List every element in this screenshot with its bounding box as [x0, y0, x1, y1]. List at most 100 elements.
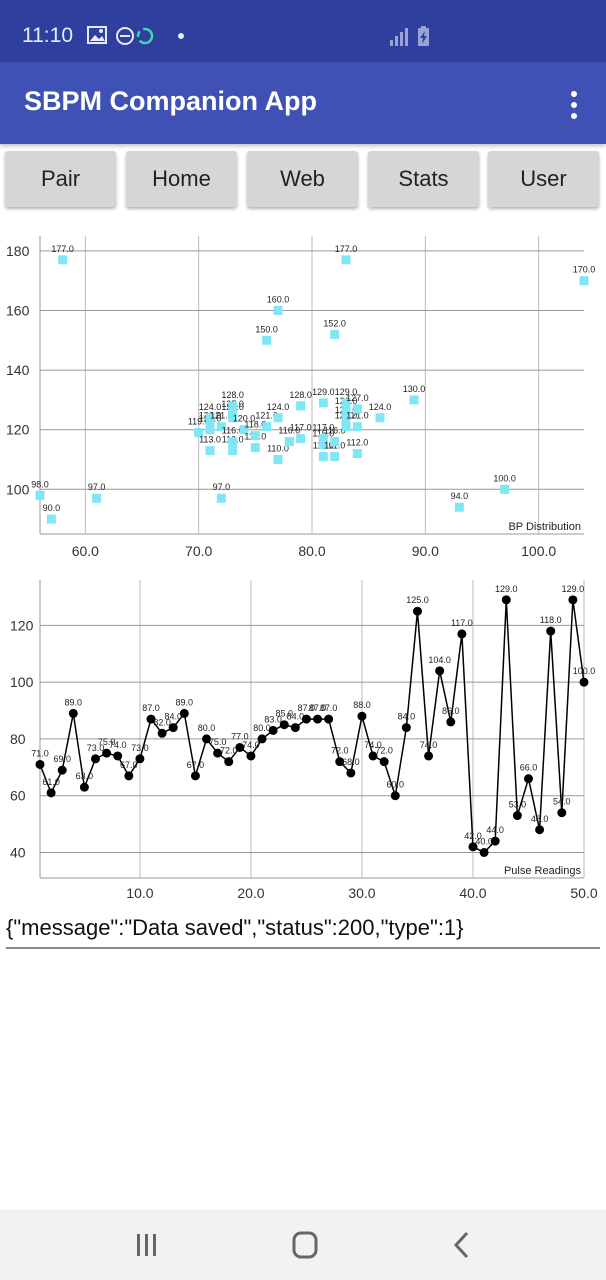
pulse-point — [91, 754, 101, 764]
bp-point-label: 121.0 — [346, 411, 369, 421]
pulse-point-label: 80.0 — [253, 723, 271, 733]
bp-point — [46, 514, 56, 524]
user-button[interactable]: User — [488, 151, 599, 207]
navigation-bar — [0, 1210, 606, 1280]
bp-point-label: 100.0 — [493, 473, 516, 483]
pulse-point — [424, 751, 434, 761]
home-icon[interactable] — [285, 1228, 325, 1262]
app-bar: SBPM Companion App — [0, 62, 606, 144]
pulse-point — [135, 754, 145, 764]
web-button[interactable]: Web — [247, 151, 358, 207]
signal-icon — [390, 28, 408, 46]
pulse-point-label: 117.0 — [451, 618, 473, 628]
bp-point-label: 117.0 — [290, 423, 312, 433]
pulse-point — [446, 717, 456, 727]
pulse-chart-title: Pulse Readings — [504, 865, 582, 877]
pulse-point-label: 83.0 — [264, 714, 282, 724]
bp-point — [296, 401, 306, 411]
pulse-chart-svg: 10.0 20.0 30.0 40.0 50.0 40 60 80 100 120 71.0 61.0… — [10, 580, 598, 901]
pulse-point — [579, 677, 589, 687]
pulse-point-label: 118.0 — [540, 615, 562, 625]
bp-point-label: 177.0 — [335, 244, 358, 254]
bp-point — [205, 422, 215, 432]
pulse-point-label: 86.0 — [442, 706, 460, 716]
stats-button[interactable]: Stats — [368, 151, 479, 207]
pulse-point-label: 77.0 — [231, 731, 249, 741]
bp-point — [228, 437, 238, 447]
back-icon[interactable] — [443, 1228, 483, 1262]
bp-point-label: 97.0 — [88, 482, 106, 492]
bp-point — [375, 413, 385, 423]
recent-apps-icon[interactable] — [127, 1228, 167, 1262]
pulse-point — [490, 836, 500, 846]
pulse-point-label: 40.0 — [475, 836, 493, 846]
pulse-point-label: 74.0 — [420, 740, 438, 750]
bp-x-tick-label: 60.0 — [72, 543, 99, 559]
pulse-point — [246, 751, 256, 761]
bp-point-label: 128.0 — [221, 390, 244, 400]
pulse-point — [35, 759, 45, 769]
pulse-point-label: 44.0 — [486, 825, 504, 835]
bp-point — [228, 401, 238, 411]
pulse-point — [313, 714, 323, 724]
pulse-point — [68, 708, 78, 718]
pulse-point-label: 104.0 — [428, 655, 451, 665]
bp-point-label: 94.0 — [451, 491, 469, 501]
pulse-point — [202, 734, 212, 744]
home-button[interactable]: Home — [126, 151, 237, 207]
bp-point — [92, 493, 102, 503]
pulse-point — [124, 771, 134, 781]
pulse-point — [224, 757, 234, 767]
bp-x-tick-label: 90.0 — [412, 543, 439, 559]
pulse-point-label: 82.0 — [153, 717, 171, 727]
pulse-point — [568, 595, 578, 605]
more-vert-icon[interactable] — [564, 88, 584, 122]
bp-point — [579, 276, 589, 286]
pulse-point — [523, 774, 533, 784]
bp-point-label: 118.0 — [244, 420, 266, 430]
pulse-point-label: 89.0 — [176, 697, 194, 707]
pulse-point-label: 48.0 — [531, 814, 549, 824]
pair-button[interactable]: Pair — [5, 151, 116, 207]
pulse-point-label: 60.0 — [386, 780, 404, 790]
bp-point — [341, 398, 351, 408]
pulse-y-tick-label: 80 — [10, 731, 26, 747]
bp-point-label: 121.0 — [255, 411, 278, 421]
bp-point — [454, 502, 464, 512]
bp-point — [273, 306, 283, 315]
bp-point-label: 116.0 — [222, 426, 244, 436]
bp-x-tick-label: 80.0 — [298, 543, 325, 559]
pulse-point — [57, 765, 67, 775]
pulse-readings-chart[interactable]: 10.0 20.0 30.0 40.0 50.0 40 60 80 100 120 71.0 61.0… — [0, 572, 606, 908]
pulse-point — [412, 606, 422, 616]
bp-point-label: 130.0 — [403, 384, 426, 394]
pulse-point — [479, 847, 489, 857]
pulse-point — [190, 771, 200, 781]
pulse-point-label: 74.0 — [364, 740, 382, 750]
bp-point — [194, 428, 204, 438]
bp-point — [35, 490, 45, 500]
bp-point-label: 128.0 — [289, 390, 312, 400]
bp-y-tick-label: 140 — [6, 362, 30, 378]
pulse-point — [535, 825, 545, 835]
response-text: {"message":"Data saved","status":200,"ty… — [6, 915, 600, 949]
bp-chart-svg: 60.0 70.0 80.0 90.0 100.0 100 120 140 160 180 98.0… — [6, 236, 595, 559]
bp-point — [352, 422, 362, 432]
pulse-x-tick-label: 30.0 — [348, 885, 375, 901]
pulse-point — [301, 714, 311, 724]
pulse-point — [168, 723, 178, 733]
bp-point-label: 124.0 — [199, 402, 222, 412]
pulse-point-label: 84.0 — [164, 712, 182, 722]
bp-distribution-chart[interactable]: 60.0 70.0 80.0 90.0 100.0 100 120 140 160 180 98.0… — [0, 222, 606, 562]
bp-point — [205, 413, 215, 423]
pulse-point — [435, 666, 445, 676]
bp-point — [341, 416, 351, 426]
bp-point — [262, 335, 272, 345]
app-title: SBPM Companion App — [24, 86, 317, 116]
pulse-point-label: 74.0 — [109, 740, 127, 750]
bp-point — [273, 455, 283, 464]
pulse-point-label: 87.0 — [142, 703, 160, 713]
bp-point-label: 110.0 — [267, 444, 289, 454]
pulse-point-label: 71.0 — [31, 748, 49, 758]
bp-point — [228, 446, 238, 456]
